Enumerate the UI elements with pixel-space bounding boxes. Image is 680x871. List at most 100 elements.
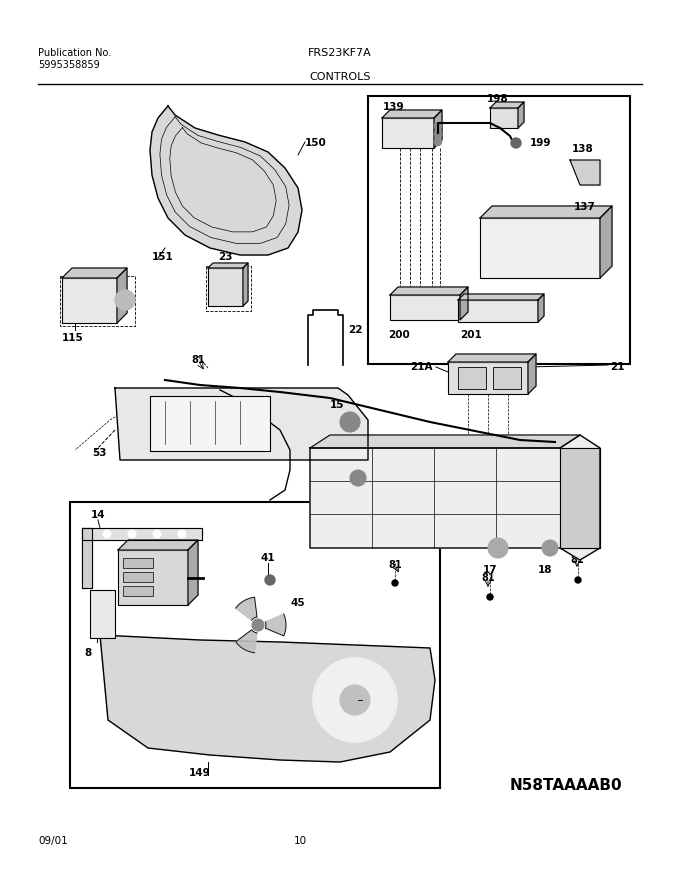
- Text: N58TAAAAB0: N58TAAAAB0: [510, 778, 623, 793]
- Bar: [490, 108, 518, 128]
- Text: 45: 45: [290, 598, 305, 608]
- Bar: [70, 502, 440, 788]
- Circle shape: [487, 594, 493, 600]
- Bar: [123, 586, 153, 596]
- Polygon shape: [600, 206, 612, 278]
- Polygon shape: [82, 528, 202, 540]
- Text: 21A: 21A: [411, 362, 433, 372]
- Text: 21: 21: [610, 362, 624, 372]
- Text: 14: 14: [90, 510, 105, 520]
- Circle shape: [511, 138, 521, 148]
- Polygon shape: [100, 635, 435, 762]
- Circle shape: [575, 577, 581, 583]
- Circle shape: [435, 138, 441, 145]
- Polygon shape: [434, 110, 442, 148]
- Polygon shape: [560, 448, 600, 548]
- Text: 200: 200: [388, 330, 410, 340]
- Circle shape: [435, 131, 441, 138]
- Text: 16: 16: [340, 495, 354, 505]
- Bar: [458, 367, 486, 389]
- Polygon shape: [528, 354, 536, 394]
- Text: 198: 198: [487, 94, 509, 104]
- Circle shape: [340, 685, 370, 715]
- Bar: [123, 572, 153, 582]
- Bar: [123, 558, 153, 568]
- Text: 139: 139: [383, 102, 405, 112]
- Bar: [458, 300, 538, 322]
- Polygon shape: [480, 206, 612, 218]
- Circle shape: [340, 412, 360, 432]
- Text: 15: 15: [330, 400, 345, 410]
- Polygon shape: [208, 263, 248, 268]
- Circle shape: [435, 123, 441, 130]
- Text: FRS23KF7A: FRS23KF7A: [308, 48, 372, 58]
- Polygon shape: [458, 294, 544, 300]
- Circle shape: [153, 530, 161, 538]
- Polygon shape: [243, 263, 248, 306]
- Text: 81: 81: [388, 560, 402, 570]
- Text: 115: 115: [62, 333, 84, 343]
- Polygon shape: [310, 435, 600, 560]
- Text: 199: 199: [530, 138, 551, 148]
- Bar: [60, 276, 135, 326]
- Polygon shape: [118, 540, 198, 550]
- Polygon shape: [62, 268, 127, 278]
- Text: 53: 53: [92, 448, 107, 458]
- Polygon shape: [150, 106, 302, 255]
- Text: 5: 5: [252, 658, 260, 668]
- Text: 81: 81: [481, 573, 495, 583]
- Bar: [382, 118, 434, 148]
- Circle shape: [392, 580, 398, 586]
- Polygon shape: [310, 435, 580, 448]
- Polygon shape: [236, 598, 257, 620]
- Bar: [448, 362, 528, 394]
- Polygon shape: [265, 614, 286, 636]
- Circle shape: [128, 530, 136, 538]
- Polygon shape: [382, 110, 442, 118]
- Polygon shape: [490, 102, 524, 108]
- Text: 201: 201: [460, 330, 481, 340]
- Text: 9: 9: [126, 660, 133, 670]
- Bar: [90, 590, 115, 638]
- Ellipse shape: [115, 290, 135, 310]
- Bar: [118, 550, 188, 605]
- Bar: [206, 266, 251, 311]
- Text: 8: 8: [84, 648, 92, 658]
- Text: 137: 137: [574, 202, 596, 212]
- Polygon shape: [448, 354, 536, 362]
- Polygon shape: [460, 287, 468, 320]
- Bar: [62, 278, 117, 323]
- Circle shape: [313, 658, 397, 742]
- Circle shape: [103, 530, 111, 538]
- Polygon shape: [390, 287, 468, 295]
- Circle shape: [252, 619, 264, 631]
- Bar: [493, 367, 521, 389]
- Text: 151: 151: [152, 252, 174, 262]
- Text: 138: 138: [572, 144, 594, 154]
- Text: 10: 10: [294, 836, 307, 846]
- Circle shape: [265, 575, 275, 585]
- Polygon shape: [236, 630, 257, 652]
- Text: 150: 150: [305, 138, 327, 148]
- Circle shape: [178, 530, 186, 538]
- Circle shape: [542, 540, 558, 556]
- Text: 5995358859: 5995358859: [38, 60, 100, 70]
- Text: 17: 17: [483, 565, 497, 575]
- Polygon shape: [188, 540, 198, 605]
- Bar: [208, 268, 243, 306]
- Text: 23: 23: [218, 252, 233, 262]
- Text: 41: 41: [260, 553, 275, 563]
- Text: Publication No.: Publication No.: [38, 48, 112, 58]
- Bar: [150, 396, 270, 451]
- Text: 13: 13: [131, 532, 146, 542]
- Text: 09/01: 09/01: [38, 836, 68, 846]
- Text: 81: 81: [191, 355, 205, 365]
- Circle shape: [488, 538, 508, 558]
- Text: 18: 18: [538, 565, 552, 575]
- Polygon shape: [538, 294, 544, 322]
- Bar: [368, 96, 630, 364]
- Circle shape: [350, 470, 366, 486]
- Text: 149: 149: [189, 768, 211, 778]
- Polygon shape: [117, 268, 127, 323]
- Text: 22: 22: [348, 325, 362, 335]
